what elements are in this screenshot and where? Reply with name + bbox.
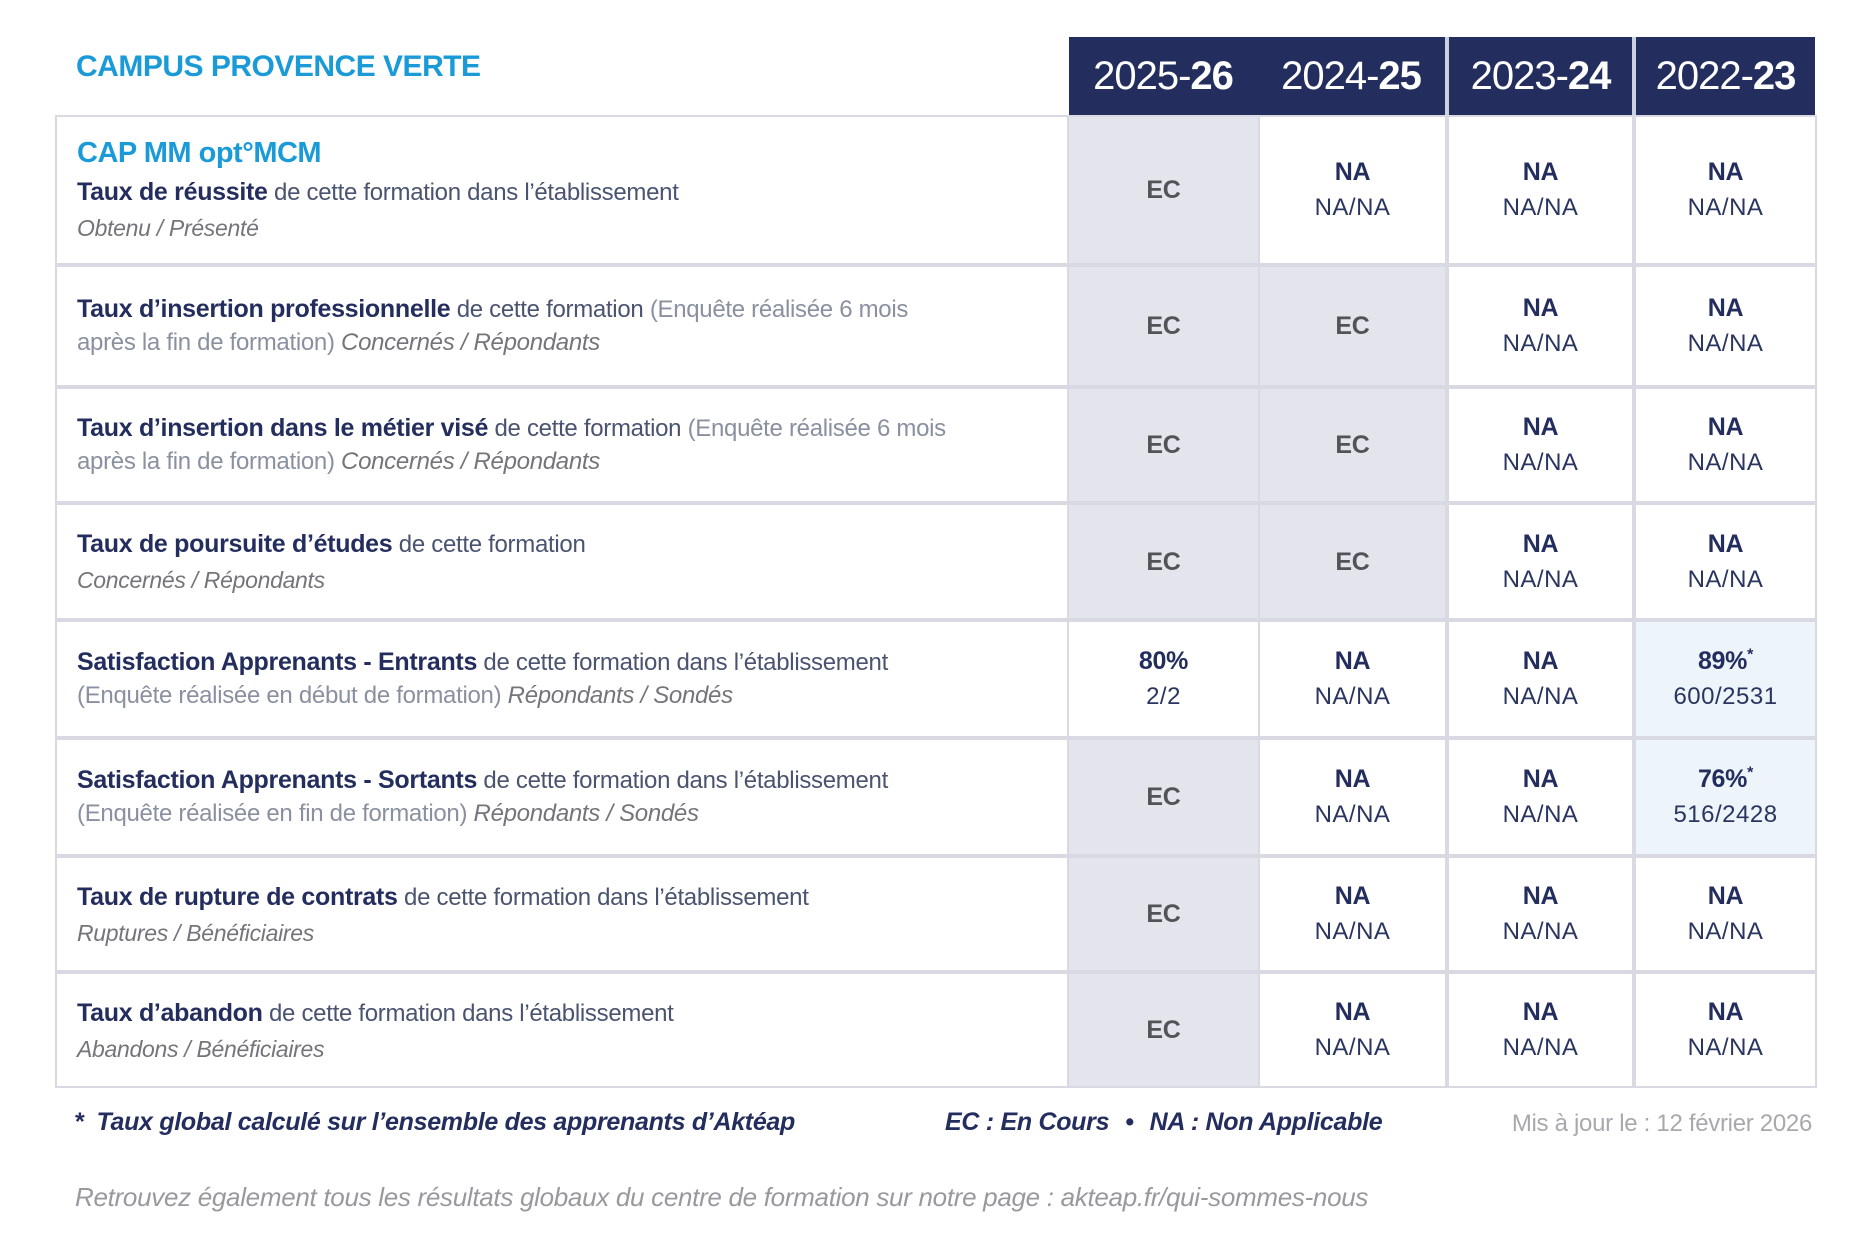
cell-value: NA NA/NA: [1449, 505, 1632, 618]
cell-value: EC: [1069, 505, 1258, 618]
cell-value: EC: [1260, 267, 1445, 385]
asterisk: *: [75, 1108, 85, 1136]
row-title: Satisfaction Apprenants - Sortants de ce…: [77, 766, 888, 827]
row-label-insertion-professionnelle: Taux d’insertion professionnelle de cett…: [57, 267, 1067, 385]
cell-value: NA NA/NA: [1636, 117, 1815, 263]
cell-value: NA NA/NA: [1260, 740, 1445, 854]
program-title: CAP MM opt°MCM: [77, 137, 322, 169]
year-header-2022-23: 2022- 23: [1636, 37, 1815, 115]
table-row: CAP MM opt°MCM Taux de réussite de cette…: [57, 117, 1815, 263]
bullet-separator: •: [1125, 1108, 1134, 1136]
cell-value: NA NA/NA: [1449, 858, 1632, 970]
table-row: Taux d’abandon de cette formation dans l…: [57, 974, 1815, 1086]
cell-value: NA NA/NA: [1449, 117, 1632, 263]
row-title: Taux de poursuite d’études de cette form…: [77, 530, 586, 558]
cell-value: EC: [1069, 389, 1258, 501]
cell-value-global-rate: 76%* 516/2428: [1636, 740, 1815, 854]
cell-value: EC: [1260, 389, 1445, 501]
global-results-link-note: Retrouvez également tous les résultats g…: [75, 1182, 1369, 1212]
row-label-poursuite-etudes: Taux de poursuite d’études de cette form…: [57, 505, 1067, 618]
campus-title: CAMPUS PROVENCE VERTE: [76, 50, 481, 83]
year-header-2025-26: 2025-26: [1093, 53, 1234, 98]
cell-value: EC: [1069, 267, 1258, 385]
cell-value: NA NA/NA: [1449, 389, 1632, 501]
row-label-satisfaction-entrants: Satisfaction Apprenants - Entrants de ce…: [57, 622, 1067, 736]
row-subtitle: Abandons / Bénéficiaires: [77, 1035, 325, 1062]
cell-value: EC: [1260, 505, 1445, 618]
year-header-2024-25: 2024-25: [1281, 53, 1422, 98]
cell-value: NA NA/NA: [1636, 267, 1815, 385]
abbreviation-legend: EC : En Cours • NA : Non Applicable: [945, 1108, 1383, 1137]
table-row: Satisfaction Apprenants - Entrants de ce…: [57, 622, 1815, 736]
last-updated-date: Mis à jour le : 12 février 2026: [1511, 1110, 1812, 1137]
row-title: Taux de réussite de cette formation dans…: [77, 178, 679, 206]
cell-value: NA NA/NA: [1636, 389, 1815, 501]
row-label-satisfaction-sortants: Satisfaction Apprenants - Sortants de ce…: [57, 740, 1067, 854]
footnote-asterisk: *: [1747, 764, 1754, 782]
cell-value: NA NA/NA: [1260, 622, 1445, 736]
row-title: Taux d’insertion professionnelle de cett…: [77, 295, 909, 356]
row-label-taux-reussite: CAP MM opt°MCM Taux de réussite de cette…: [57, 117, 1067, 263]
row-label-abandon: Taux d’abandon de cette formation dans l…: [57, 974, 1067, 1086]
cell-value: EC: [1069, 974, 1258, 1086]
row-label-rupture-contrats: Taux de rupture de contrats de cette for…: [57, 858, 1067, 970]
row-subtitle: Concernés / Répondants: [77, 567, 325, 593]
cell-value: NA NA/NA: [1636, 858, 1815, 970]
year-header-group-recent: 2025-26 2024-25: [1069, 37, 1445, 115]
cell-value: EC: [1069, 858, 1258, 970]
cell-value: EC: [1069, 117, 1258, 263]
cell-value: NA NA/NA: [1636, 974, 1815, 1086]
legend-ec: EC : En Cours: [945, 1108, 1110, 1136]
row-title: Taux de rupture de contrats de cette for…: [77, 882, 809, 911]
cell-value: NA NA/NA: [1449, 622, 1632, 736]
year-header-2023-24: 2023- 24: [1449, 37, 1632, 115]
row-title: Satisfaction Apprenants - Entrants de ce…: [77, 648, 888, 709]
row-title: Taux d’abandon de cette formation dans l…: [77, 998, 674, 1027]
cell-value: NA NA/NA: [1449, 740, 1632, 854]
table-row: Satisfaction Apprenants - Sortants de ce…: [57, 740, 1815, 854]
legend-na: NA : Non Applicable: [1149, 1108, 1383, 1136]
cell-value: NA NA/NA: [1449, 267, 1632, 385]
cell-value: NA NA/NA: [1260, 858, 1445, 970]
results-table: CAP MM opt°MCM Taux de réussite de cette…: [55, 115, 1817, 1088]
row-title: Taux d’insertion dans le métier visé de …: [77, 414, 946, 475]
cell-value: EC: [1069, 740, 1258, 854]
table-row: Taux de poursuite d’études de cette form…: [57, 505, 1815, 618]
row-subtitle: Obtenu / Présenté: [77, 215, 259, 241]
footnote-asterisk: *: [1747, 646, 1754, 664]
row-subtitle: Ruptures / Bénéficiaires: [77, 919, 314, 946]
row-label-insertion-metier: Taux d’insertion dans le métier visé de …: [57, 389, 1067, 501]
table-row: Taux de rupture de contrats de cette for…: [57, 858, 1815, 970]
cell-value: NA NA/NA: [1260, 974, 1445, 1086]
cell-value: NA NA/NA: [1260, 117, 1445, 263]
year-header-band: 2025-26 2024-25 2023- 24 2022- 23: [1069, 37, 1815, 115]
cell-value: 80% 2/2: [1069, 622, 1258, 736]
table-row: Taux d’insertion professionnelle de cett…: [57, 267, 1815, 385]
table-row: Taux d’insertion dans le métier visé de …: [57, 389, 1815, 501]
cell-value: NA NA/NA: [1636, 505, 1815, 618]
cell-value-global-rate: 89%* 600/2531: [1636, 622, 1815, 736]
cell-value: NA NA/NA: [1449, 974, 1632, 1086]
global-rate-footnote: * Taux global calculé sur l’ensemble des …: [75, 1108, 796, 1136]
